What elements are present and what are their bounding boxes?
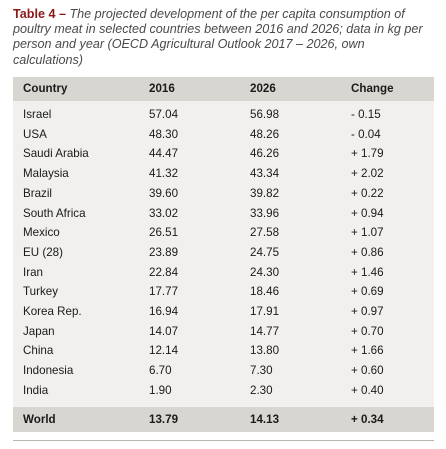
cell-change: + 0.69: [351, 285, 384, 299]
footer-change: + 0.34: [351, 413, 384, 426]
cell-country: Malaysia: [23, 167, 69, 181]
bottom-rule: [13, 440, 434, 441]
table-row: India 1.90 2.30 + 0.40: [13, 382, 434, 402]
cell-2026: 24.75: [250, 245, 280, 259]
table-caption: Table 4 – The projected development of t…: [13, 7, 433, 68]
cell-change: + 1.46: [351, 265, 384, 279]
table-row: EU (28) 23.89 24.75 + 0.86: [13, 244, 434, 264]
cell-country: Korea Rep.: [23, 305, 82, 318]
cell-country: Turkey: [23, 285, 59, 299]
cell-2026: 2.30: [250, 383, 273, 397]
table-row: Mexico 26.51 27.58 + 1.07: [13, 224, 434, 244]
cell-2026: 48.26: [250, 127, 280, 141]
cell-2016: 6.70: [149, 364, 172, 378]
table-row: Iran 22.84 24.30 + 1.46: [13, 264, 434, 284]
cell-2026: 17.91: [250, 305, 280, 318]
cell-2026: 33.96: [250, 206, 280, 220]
cell-2026: 27.58: [250, 226, 280, 240]
cell-2016: 23.89: [149, 245, 179, 259]
table-row: Israel 57.04 56.98 - 0.15: [13, 106, 434, 126]
cell-2026: 39.82: [250, 186, 280, 200]
cell-country: India: [23, 383, 49, 397]
cell-2016: 16.94: [149, 305, 179, 318]
data-table: Country 2016 2026 Change Israel 57.04 56.9…: [13, 77, 434, 432]
table-row: China 12.14 13.80 + 1.66: [13, 342, 434, 362]
cell-change: + 1.79: [351, 147, 384, 161]
cell-change: + 1.07: [351, 226, 384, 240]
cell-change: + 1.66: [351, 344, 384, 358]
cell-country: Iran: [23, 265, 43, 279]
footer-2016: 13.79: [149, 413, 179, 426]
cell-country: Saudi Arabia: [23, 147, 89, 161]
header-change: Change: [351, 82, 394, 95]
caption-label: Table 4 –: [13, 7, 66, 21]
footer-2026: 14.13: [250, 413, 280, 426]
cell-2016: 22.84: [149, 265, 179, 279]
cell-change: + 0.70: [351, 324, 384, 338]
header-2016: 2016: [149, 82, 175, 95]
cell-2016: 41.32: [149, 167, 179, 181]
cell-2026: 56.98: [250, 108, 280, 121]
cell-2016: 17.77: [149, 285, 179, 299]
cell-2026: 14.77: [250, 324, 280, 338]
cell-country: Mexico: [23, 226, 60, 240]
header-2026: 2026: [250, 82, 276, 95]
table-row: Japan 14.07 14.77 + 0.70: [13, 323, 434, 343]
table-row: USA 48.30 48.26 - 0.04: [13, 126, 434, 146]
cell-2016: 57.04: [149, 108, 179, 121]
cell-country: USA: [23, 127, 47, 141]
caption-text: The projected development of the per cap…: [13, 7, 423, 67]
cell-change: + 0.86: [351, 245, 384, 259]
cell-2016: 1.90: [149, 383, 172, 397]
table-row: Korea Rep. 16.94 17.91 + 0.97: [13, 303, 434, 323]
table-row: South Africa 33.02 33.96 + 0.94: [13, 205, 434, 225]
table-row: Turkey 17.77 18.46 + 0.69: [13, 283, 434, 303]
cell-change: + 0.40: [351, 383, 384, 397]
table-footer-row: World 13.79 14.13 + 0.34: [13, 407, 434, 432]
cell-2026: 46.26: [250, 147, 280, 161]
cell-2016: 14.07: [149, 324, 179, 338]
cell-country: China: [23, 344, 54, 358]
cell-2026: 13.80: [250, 344, 280, 358]
footer-country: World: [23, 413, 56, 426]
cell-2026: 43.34: [250, 167, 280, 181]
table-row: Indonesia 6.70 7.30 + 0.60: [13, 362, 434, 382]
header-country: Country: [23, 82, 68, 95]
table-row: Saudi Arabia 44.47 46.26 + 1.79: [13, 145, 434, 165]
table-row: Malaysia 41.32 43.34 + 2.02: [13, 165, 434, 185]
cell-2016: 44.47: [149, 147, 179, 161]
cell-2016: 33.02: [149, 206, 179, 220]
cell-2016: 39.60: [149, 186, 179, 200]
cell-2016: 48.30: [149, 127, 179, 141]
table-row: Brazil 39.60 39.82 + 0.22: [13, 185, 434, 205]
cell-country: Japan: [23, 324, 55, 338]
cell-country: South Africa: [23, 206, 86, 220]
cell-2026: 7.30: [250, 364, 273, 378]
cell-2026: 24.30: [250, 265, 280, 279]
cell-country: Indonesia: [23, 364, 74, 378]
cell-change: + 0.60: [351, 364, 384, 378]
cell-change: + 0.94: [351, 206, 384, 220]
cell-2016: 12.14: [149, 344, 179, 358]
cell-change: + 0.22: [351, 186, 384, 200]
cell-2026: 18.46: [250, 285, 280, 299]
cell-change: + 2.02: [351, 167, 384, 181]
cell-change: - 0.04: [351, 127, 381, 141]
cell-change: - 0.15: [351, 108, 381, 121]
table-header-row: Country 2016 2026 Change: [13, 77, 434, 101]
cell-2016: 26.51: [149, 226, 179, 240]
cell-change: + 0.97: [351, 305, 384, 318]
cell-country: EU (28): [23, 245, 63, 259]
cell-country: Brazil: [23, 186, 52, 200]
cell-country: Israel: [23, 108, 52, 121]
